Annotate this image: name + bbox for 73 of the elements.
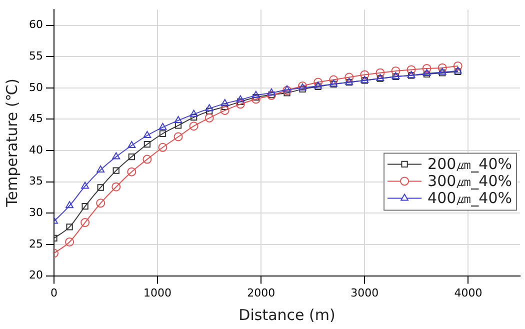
point [128, 153, 135, 160]
x-axis-title: Distance (m) [238, 306, 336, 324]
point [454, 68, 462, 75]
point [422, 64, 432, 73]
point [252, 90, 260, 98]
point [112, 152, 120, 160]
legend-label: 400㎛_40% [428, 189, 512, 208]
point [96, 198, 106, 208]
point [391, 66, 400, 76]
point [314, 78, 323, 87]
y-tick-label: 60 [28, 18, 43, 32]
point [453, 61, 462, 70]
point [158, 122, 167, 130]
point [360, 70, 370, 80]
point [439, 70, 446, 76]
point [251, 94, 260, 104]
y-tick-label: 40 [28, 143, 43, 156]
point [220, 99, 229, 106]
point [66, 201, 74, 208]
point [190, 114, 198, 121]
point [96, 165, 105, 172]
point [329, 75, 338, 84]
point [174, 122, 182, 129]
y-tick-label: 25 [28, 237, 43, 250]
y-tick-label: 20 [28, 268, 43, 282]
point [158, 142, 168, 152]
point [406, 65, 416, 74]
point [174, 116, 182, 123]
point [220, 106, 230, 115]
legend-label: 200㎛_40% [428, 155, 512, 174]
point [344, 72, 354, 82]
point [66, 224, 73, 230]
point [143, 130, 152, 138]
y-tick-label: 55 [28, 49, 43, 62]
x-tick-label: 4000 [454, 286, 482, 300]
point [222, 103, 228, 110]
point [299, 86, 306, 92]
y-tick-label: 45 [28, 112, 43, 126]
point [142, 154, 152, 164]
x-tick-label: 0 [50, 286, 58, 300]
point [82, 202, 88, 210]
point [283, 85, 291, 92]
point [80, 218, 90, 228]
point [159, 130, 166, 137]
x-tick-label: 3000 [350, 286, 379, 300]
y-axis-title: Temperature (℃) [2, 78, 21, 208]
point [174, 132, 183, 142]
point [112, 167, 120, 174]
point [189, 122, 198, 131]
y-tick-label: 35 [28, 174, 43, 188]
point [128, 141, 136, 148]
point [144, 140, 151, 148]
point [376, 68, 385, 78]
point [252, 94, 260, 101]
point [236, 100, 245, 109]
point [127, 167, 136, 176]
point [438, 63, 447, 72]
point [268, 88, 276, 96]
point [65, 237, 74, 246]
point [97, 184, 104, 191]
point [112, 182, 121, 192]
point [205, 104, 214, 112]
point [81, 182, 90, 189]
point [282, 86, 292, 95]
y-tick-label: 50 [28, 80, 43, 94]
point [190, 110, 198, 117]
y-tick-label: 30 [28, 206, 43, 220]
point [206, 108, 213, 114]
point [204, 113, 214, 122]
x-tick-label: 2000 [247, 286, 276, 300]
x-tick-label: 1000 [144, 286, 172, 300]
point [236, 95, 244, 102]
legend-label: 300㎛_40% [428, 172, 512, 190]
